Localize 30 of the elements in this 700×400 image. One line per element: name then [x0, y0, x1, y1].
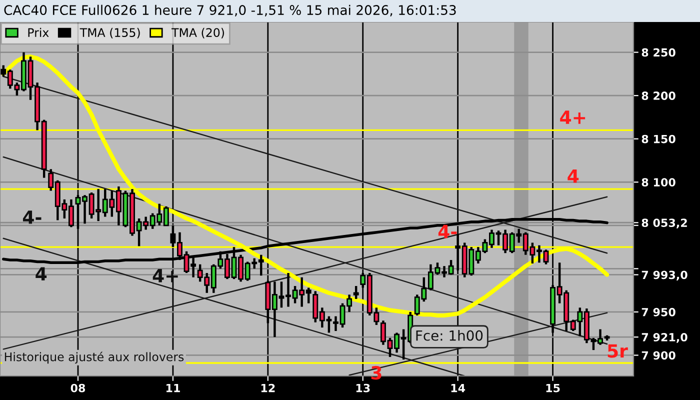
y-tick-label: 8 150: [642, 134, 676, 144]
x-tick-label: 12: [261, 384, 275, 392]
annotation: 5r: [608, 344, 628, 358]
annotation: 3: [371, 366, 382, 380]
x-tick-label: 14: [451, 384, 466, 392]
annotation: Fce: 1h00: [416, 330, 483, 341]
annotation: 4+: [560, 110, 586, 124]
x-tick-label: 11: [166, 384, 180, 392]
annotation: 4: [568, 170, 579, 183]
candlestick: [353, 284, 359, 300]
x-tick-label: 15: [546, 384, 560, 392]
annotation: 4-: [438, 224, 457, 238]
y-tick-label: 7 950: [642, 308, 676, 316]
annotation: 4-: [22, 210, 42, 224]
y-tick-label: 7 900: [642, 351, 676, 360]
annotation: Historique ajusté aux rollovers: [4, 352, 184, 364]
y-tick-label: 8 200: [642, 92, 676, 100]
y-tick-label: 8 100: [642, 178, 676, 186]
legend-label: TMA (155): [80, 28, 140, 38]
annotation: 4: [36, 267, 47, 280]
x-tick-label: 13: [356, 384, 370, 392]
y-tick-label: 8 250: [642, 48, 676, 57]
y-tick-label: 7 921,0: [642, 333, 688, 343]
legend-label: TMA (20): [172, 28, 224, 38]
y-tick-label: 7 993,0: [642, 270, 688, 281]
y-tick-label: 8 053,2: [642, 218, 687, 228]
chart-title: CAC40 FCE Full0626 1 heure 7 921,0 -1,51 % 15 mai 2026, 16:01:53: [4, 4, 456, 16]
x-tick-label: 08: [70, 384, 86, 392]
annotation: 4+: [152, 269, 178, 282]
legend-label: Prix: [28, 28, 49, 37]
